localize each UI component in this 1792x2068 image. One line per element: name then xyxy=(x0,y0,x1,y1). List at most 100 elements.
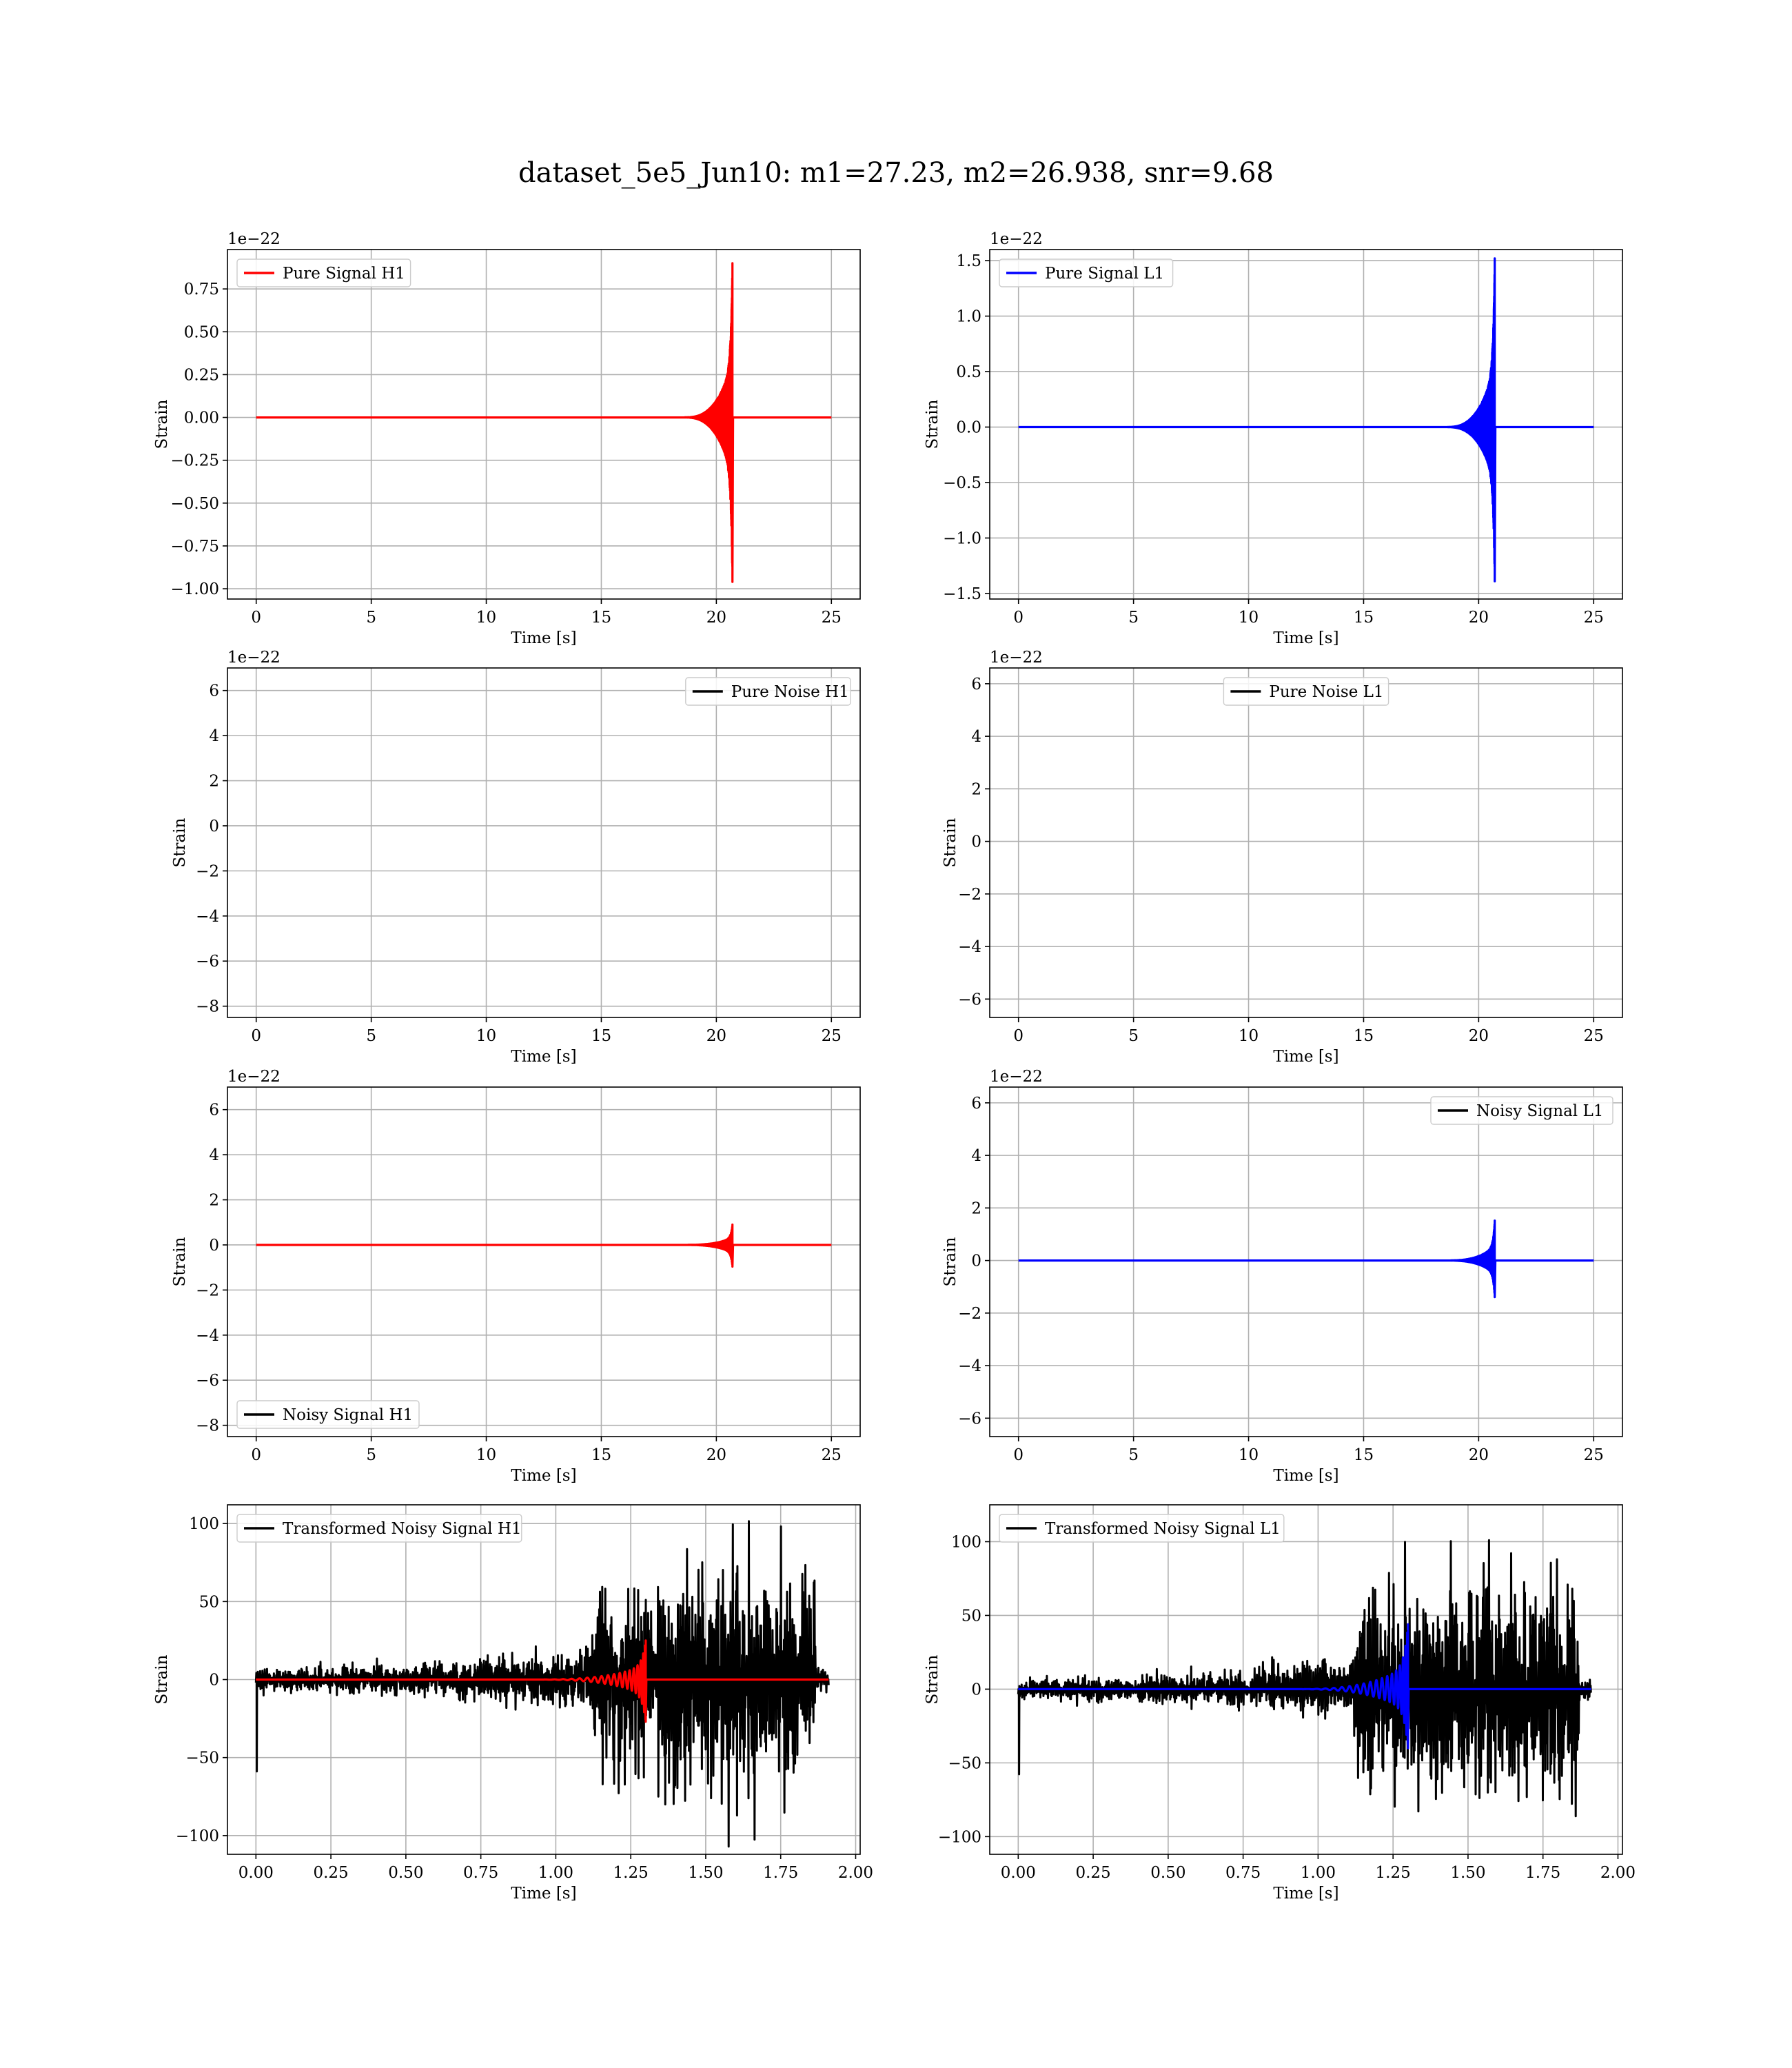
y-tick-label: 0.75 xyxy=(184,281,219,298)
x-axis-label: Time [s] xyxy=(1273,1885,1338,1903)
legend-label: Pure Signal H1 xyxy=(283,265,405,283)
y-tick-label: 2 xyxy=(971,1199,981,1217)
legend-label: Noisy Signal L1 xyxy=(1476,1102,1603,1120)
series-line-pure-signal-h1 xyxy=(256,262,832,583)
series-group xyxy=(256,262,832,583)
axes-frame xyxy=(989,1504,1623,1855)
axes-frame xyxy=(989,667,1623,1018)
x-axis-label: Time [s] xyxy=(511,1885,576,1903)
series-line-noisy-signal-h1-signal xyxy=(256,1223,832,1268)
y-tick-label: −4 xyxy=(958,1357,981,1375)
y-tick-label: 6 xyxy=(971,676,981,693)
y-tick-label: −0.5 xyxy=(943,474,981,492)
y-tick-label: 6 xyxy=(971,1095,981,1113)
x-tick-label: 1.50 xyxy=(1450,1864,1485,1882)
legend: Transformed Noisy Signal H1 xyxy=(236,1514,522,1543)
figure-title: dataset_5e5_Jun10: m1=27.23, m2=26.938, … xyxy=(518,157,1274,189)
x-tick-label: 25 xyxy=(822,609,842,627)
panel-transformed-noisy-signal-h1: 0.00 0.25 0.50 0.75 1.00 1.25 1.50 1.75 2.00 −100… xyxy=(153,1504,873,1903)
offset-text: 1e−22 xyxy=(227,649,281,667)
panel-transformed-noisy-signal-l1: 0.00 0.25 0.50 0.75 1.00 1.25 1.50 1.75 2.00 −100… xyxy=(924,1504,1636,1903)
legend-box xyxy=(685,677,851,706)
x-tick-label: 5 xyxy=(1128,1446,1139,1464)
y-tick-label: −1.5 xyxy=(943,585,981,603)
y-tick-label: 2 xyxy=(971,780,981,798)
x-tick-label: 25 xyxy=(1584,1446,1604,1464)
y-tick-label: −2 xyxy=(196,1281,219,1299)
x-tick-label: 10 xyxy=(1239,609,1259,627)
x-tick-label: 15 xyxy=(1354,609,1374,627)
series-group xyxy=(256,1223,832,1268)
x-tick-label: 5 xyxy=(1128,1027,1139,1045)
x-tick-label: 1.00 xyxy=(538,1864,573,1882)
axes-frame xyxy=(989,249,1623,600)
series-line-transformed-noisy-signal-l1 xyxy=(1017,1539,1592,1818)
y-tick-label: 2 xyxy=(209,1192,219,1210)
legend-box xyxy=(1430,1096,1613,1125)
legend-box xyxy=(1223,677,1389,706)
series-group xyxy=(1017,1539,1592,1818)
x-tick-label: 25 xyxy=(1584,609,1604,627)
y-tick-label: 0.00 xyxy=(184,409,219,427)
x-tick-label: 10 xyxy=(1239,1446,1259,1464)
y-tick-label: 0.25 xyxy=(184,366,219,384)
x-tick-label: 20 xyxy=(706,609,726,627)
y-axis-label: Strain xyxy=(924,1654,941,1704)
series-group xyxy=(1018,1219,1594,1299)
axes-frame xyxy=(227,1086,861,1437)
x-axis-label: Time [s] xyxy=(1273,1467,1338,1485)
y-tick-label: 0 xyxy=(209,1237,219,1255)
y-tick-label: −100 xyxy=(176,1827,219,1845)
y-tick-label: −2 xyxy=(958,886,981,904)
y-tick-label: −0.50 xyxy=(171,495,219,513)
x-tick-label: 0.75 xyxy=(463,1864,498,1882)
x-tick-label: 10 xyxy=(476,1027,496,1045)
legend: Pure Noise L1 xyxy=(1223,677,1389,706)
x-tick-label: 0 xyxy=(1013,1027,1024,1045)
x-tick-label: 0 xyxy=(1013,609,1024,627)
panel-noisy-signal-h1: 0 5 10 15 20 25 −8 −6 −4 −2 0 2 4 6 Time [s] Strain 1e−2… xyxy=(171,1068,861,1485)
offset-text: 1e−22 xyxy=(227,230,281,248)
y-tick-label: −6 xyxy=(196,1372,219,1390)
y-tick-label: 0.0 xyxy=(956,419,981,437)
x-tick-label: 15 xyxy=(1354,1446,1374,1464)
y-tick-label: 2 xyxy=(209,773,219,791)
y-tick-label: −2 xyxy=(196,862,219,880)
legend-label: Pure Signal L1 xyxy=(1045,265,1164,283)
y-tick-label: 50 xyxy=(199,1593,219,1611)
x-tick-label: 0 xyxy=(251,609,261,627)
x-axis-label: Time [s] xyxy=(511,1467,576,1485)
x-axis-label: Time [s] xyxy=(511,629,576,647)
axes-frame xyxy=(227,667,861,1018)
legend-label: Pure Noise L1 xyxy=(1269,683,1383,701)
y-tick-label: −4 xyxy=(958,938,981,956)
y-tick-label: 6 xyxy=(209,1102,219,1119)
panel-pure-signal-l1: 0 5 10 15 20 25 −1.5 −1.0 −0.5 0.0 0.5 1.0 1.5 Time [… xyxy=(924,230,1623,647)
y-tick-label: −1.0 xyxy=(943,529,981,547)
series-line-transformed-noisy-signal-h1-signal xyxy=(256,1639,829,1723)
x-tick-label: 0.00 xyxy=(238,1864,274,1882)
y-tick-label: 0 xyxy=(971,833,981,851)
series-group xyxy=(1018,257,1594,582)
x-tick-label: 15 xyxy=(1354,1027,1374,1045)
x-tick-label: 2.00 xyxy=(1600,1864,1636,1882)
x-tick-label: 25 xyxy=(822,1027,842,1045)
legend: Noisy Signal L1 xyxy=(1430,1096,1613,1125)
x-tick-label: 2.00 xyxy=(838,1864,873,1882)
x-tick-label: 1.75 xyxy=(763,1864,798,1882)
y-tick-label: −6 xyxy=(196,953,219,971)
legend: Transformed Noisy Signal L1 xyxy=(999,1514,1285,1543)
legend-label: Pure Noise H1 xyxy=(731,683,849,701)
legend: Pure Signal L1 xyxy=(999,258,1174,287)
offset-text: 1e−22 xyxy=(227,1068,281,1086)
y-axis-label: Strain xyxy=(153,1654,171,1704)
y-axis-label: Strain xyxy=(941,1237,959,1286)
x-tick-label: 5 xyxy=(366,1446,376,1464)
x-tick-label: 0 xyxy=(251,1446,261,1464)
y-tick-label: 0 xyxy=(971,1253,981,1270)
y-tick-label: 1.5 xyxy=(956,252,981,270)
axes-frame xyxy=(227,249,861,600)
x-tick-label: 20 xyxy=(1469,1027,1489,1045)
y-tick-label: 6 xyxy=(209,682,219,700)
